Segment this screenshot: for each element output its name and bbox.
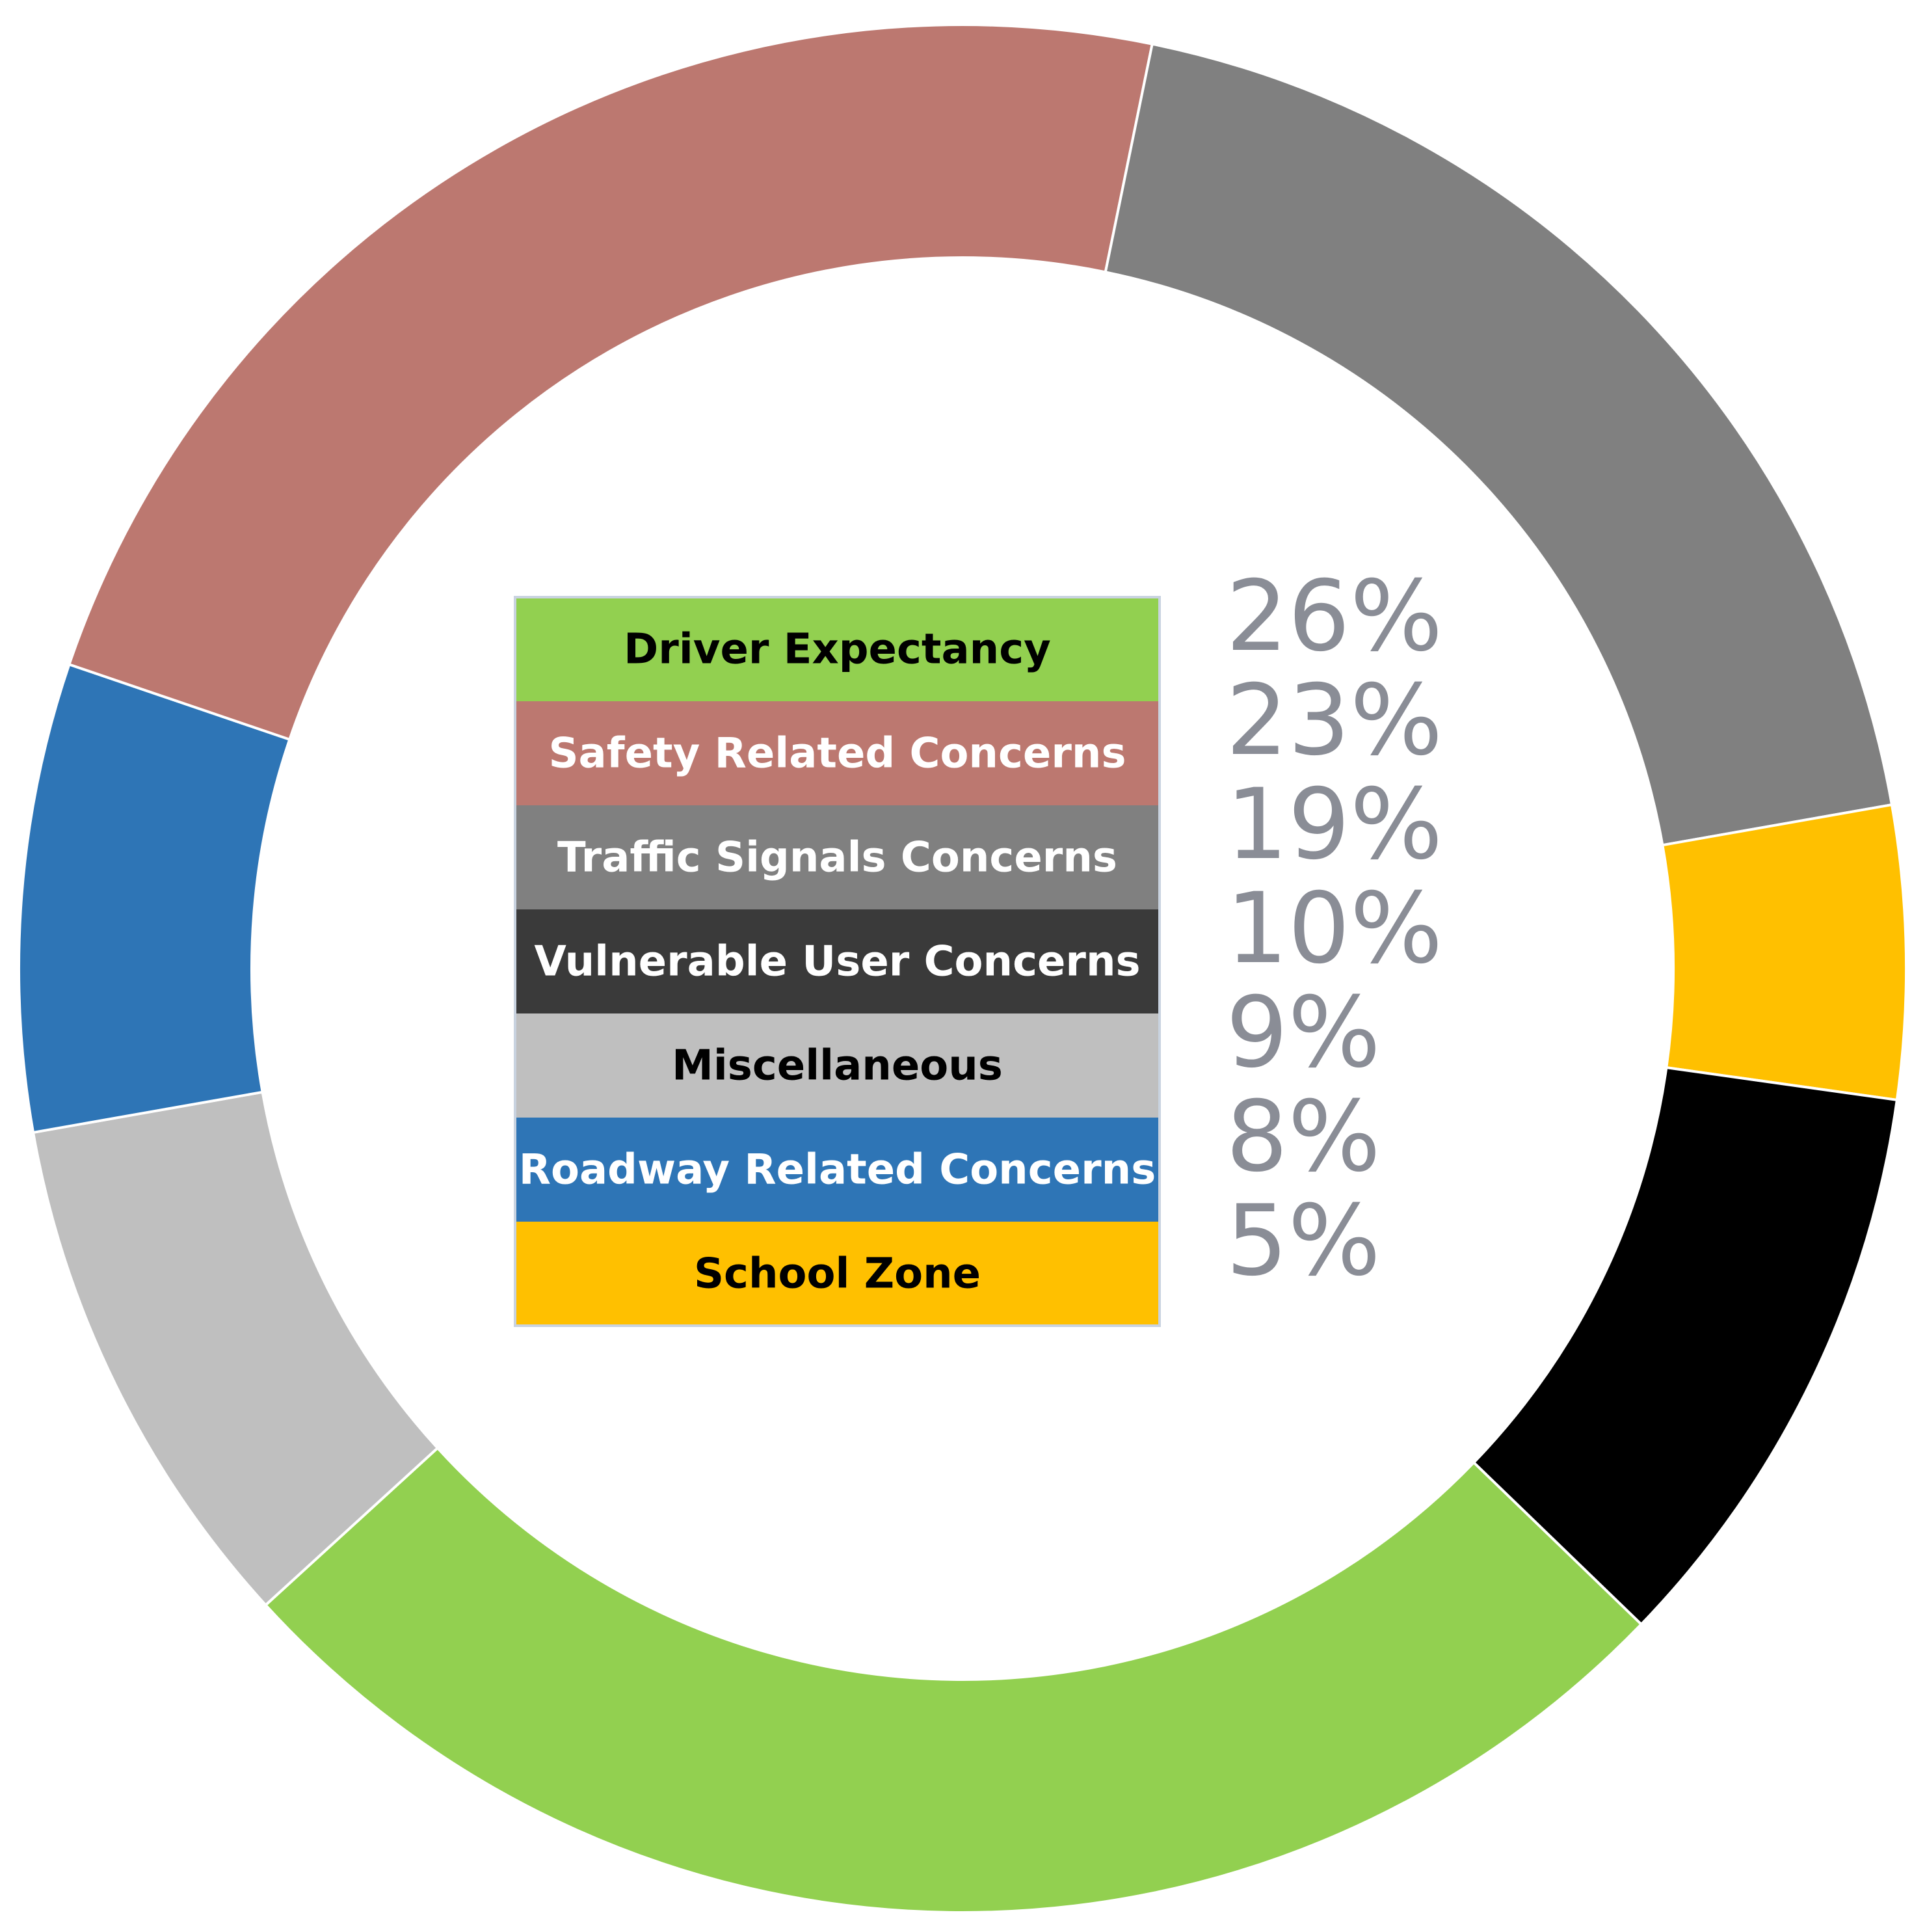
value-label: 26% — [1226, 560, 1442, 673]
legend-label: Miscellaneous — [672, 1042, 1003, 1090]
value-label: 23% — [1226, 664, 1442, 777]
legend-label: School Zone — [694, 1250, 981, 1298]
legend-swatch — [515, 805, 1160, 909]
legend-label: Traffic Signals Concerns — [557, 834, 1117, 882]
legend-swatch — [515, 597, 1160, 701]
legend-swatch — [515, 701, 1160, 805]
legend-label: Driver Expectancy — [624, 626, 1051, 674]
donut-slice — [1472, 1066, 1899, 1626]
value-label: 9% — [1226, 976, 1381, 1090]
value-label: 8% — [1226, 1080, 1381, 1194]
donut-slice — [1104, 42, 1894, 847]
donut-slice — [18, 662, 291, 1134]
legend-border — [514, 596, 1161, 1327]
value-label: 10% — [1226, 872, 1442, 986]
legend-swatch — [515, 1013, 1160, 1118]
legend-label: Roadway Related Concerns — [519, 1146, 1156, 1194]
value-label: 19% — [1226, 768, 1442, 881]
legend-label: Vulnerable User Concerns — [534, 938, 1140, 986]
donut-slice — [263, 1446, 1643, 1914]
donut-slice — [1661, 803, 1907, 1102]
value-label: 5% — [1226, 1185, 1381, 1298]
donut-slice — [67, 23, 1154, 742]
legend-swatch — [515, 909, 1160, 1013]
legend-swatch — [515, 1222, 1160, 1326]
legend-label: Safety Related Concerns — [548, 730, 1126, 778]
legend-swatch — [515, 1118, 1160, 1222]
